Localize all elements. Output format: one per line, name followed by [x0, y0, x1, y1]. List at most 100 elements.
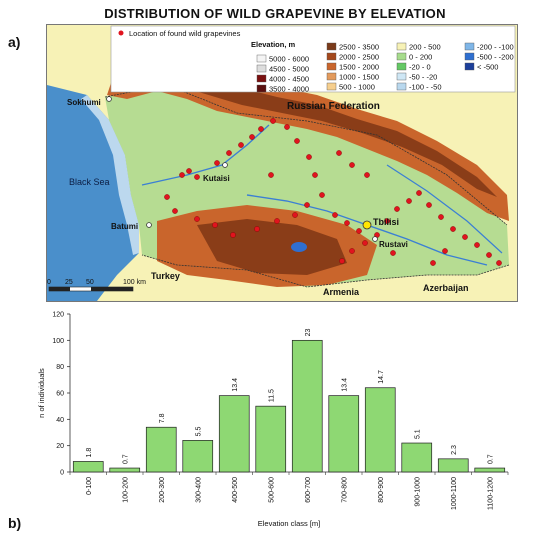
histogram-chart: 0 20 40 60 80 100 120 1.8 0-100 0.7 100-200 7.8 200…	[37, 312, 509, 528]
scale-end-label: 100 km	[123, 279, 146, 286]
bar-500-600	[255, 405, 287, 473]
data-label: 2.3	[451, 445, 458, 455]
legend-swatch	[464, 52, 475, 61]
legend-swatch	[396, 52, 407, 61]
black-sea-shelf	[81, 95, 139, 255]
lake	[291, 242, 307, 252]
data-label: 0.7	[487, 454, 494, 464]
figure-title: DISTRIBUTION OF WILD GRAPEVINE BY ELEVAT…	[104, 6, 446, 21]
legend-swatch	[256, 54, 267, 63]
legend-swatch	[464, 62, 475, 71]
label-black-sea: Black Sea	[69, 177, 110, 187]
legend-swatch	[256, 64, 267, 73]
legend-swatch	[464, 42, 475, 51]
data-label: 14.7	[378, 370, 385, 384]
legend-swatch-label: 1000 - 1500	[339, 73, 379, 82]
bar-800-900	[364, 387, 396, 473]
label-tbilisi: Tbilisi	[373, 217, 399, 227]
panel-a-label: a)	[8, 34, 21, 50]
legend-swatch	[396, 42, 407, 51]
scale-bar: 0 25 50 100 km	[47, 279, 146, 292]
scale-tick-50: 50	[86, 279, 94, 286]
scale-tick-25: 25	[65, 279, 73, 286]
tbilisi-marker	[362, 220, 372, 230]
legend-swatch-label: 1500 - 2000	[339, 63, 379, 72]
label-kutaisi: Kutaisi	[203, 174, 230, 183]
y-tick-label: 40	[56, 417, 64, 424]
legend-swatch-label: 3500 - 4000	[269, 85, 309, 94]
legend-swatch-label: -20 - 0	[409, 63, 431, 72]
legend-swatch-label: -200 - -100	[477, 43, 514, 52]
x-tick-label: 1000-1100	[451, 477, 458, 510]
legend-elevation-title: Elevation, m	[251, 40, 296, 49]
bar-900-1000	[401, 442, 433, 473]
greater-caucasus-high	[127, 59, 497, 197]
legend-point-icon	[118, 30, 124, 36]
x-tick-label: 300-400	[195, 477, 202, 503]
legend-swatch-label: -100 - -50	[409, 83, 442, 92]
scale-tick-0: 0	[47, 279, 51, 286]
legend-swatch	[396, 82, 407, 91]
legend-swatch-label: 500 - 1000	[339, 83, 375, 92]
x-tick-label: 500-600	[268, 477, 275, 503]
data-label: 5.5	[195, 427, 202, 437]
data-label: 0.7	[122, 454, 129, 464]
y-tick-label: 60	[56, 391, 64, 398]
bar-1100-1200	[474, 467, 506, 473]
legend-swatch-label: -50 - -20	[409, 73, 437, 82]
legend-swatch	[326, 72, 337, 81]
legend-swatch-label: 2000 - 2500	[339, 53, 379, 62]
legend-swatch-label: 2500 - 3500	[339, 43, 379, 52]
x-tick-label: 1100-1200	[487, 477, 494, 510]
legend-swatch	[326, 62, 337, 71]
bar-700-800	[328, 395, 360, 473]
elevation-map: Russian Federation Sokhumi Black Sea Kut…	[46, 24, 518, 302]
data-label: 5.1	[414, 429, 421, 439]
legend-swatch	[396, 72, 407, 81]
x-tick-label: 0-100	[86, 477, 93, 495]
data-label: 11.5	[268, 389, 275, 402]
data-label: 7.8	[159, 413, 166, 423]
legend-swatch	[396, 62, 407, 71]
x-tick-label: 700-800	[341, 477, 348, 503]
bar-100-200	[109, 467, 141, 473]
sokhumi-marker	[106, 96, 112, 102]
legend-point-label: Location of found wild grapevines	[129, 29, 241, 38]
bar-600-700	[291, 339, 323, 473]
legend-swatch	[326, 82, 337, 91]
legend-swatch-label: 5000 - 6000	[269, 55, 309, 64]
panel-b-label: b)	[8, 515, 22, 531]
label-batumi: Batumi	[111, 222, 138, 231]
x-tick-label: 200-300	[159, 477, 166, 503]
x-tick-label: 600-700	[305, 477, 312, 503]
y-tick-label: 120	[52, 312, 64, 319]
legend-swatch	[326, 42, 337, 51]
y-tick-label: 80	[56, 364, 64, 371]
legend-swatch-label: 0 - 200	[409, 53, 432, 62]
legend-swatch	[326, 52, 337, 61]
legend-swatch	[256, 74, 267, 83]
map-legend: Location of found wild grapevines Elevat…	[110, 25, 516, 94]
legend-swatch	[256, 84, 267, 93]
y-tick-label: 100	[52, 338, 64, 345]
batumi-marker	[146, 222, 152, 228]
river-alazani	[386, 164, 503, 254]
data-label: 1.8	[86, 448, 93, 458]
bar-200-300	[145, 426, 177, 473]
bar-300-400	[182, 440, 214, 473]
x-tick-label: 800-900	[378, 477, 385, 503]
y-tick-label: 20	[56, 443, 64, 450]
legend-swatch-label: < -500	[477, 63, 498, 72]
label-russian-federation: Russian Federation	[287, 101, 380, 112]
data-label: 13.4	[232, 378, 239, 392]
kutaisi-marker	[222, 162, 228, 168]
x-axis-title: Elevation class [m]	[258, 519, 321, 528]
bar-1000-1100	[437, 458, 469, 473]
label-sokhumi: Sokhumi	[67, 98, 101, 107]
legend-swatch-label: 200 - 500	[409, 43, 441, 52]
legend-swatch-label: -500 - -200	[477, 53, 514, 62]
rustavi-marker	[372, 236, 378, 242]
data-label: 13.4	[341, 378, 348, 392]
bar-0-100	[72, 461, 104, 473]
y-tick-label: 0	[60, 470, 64, 477]
